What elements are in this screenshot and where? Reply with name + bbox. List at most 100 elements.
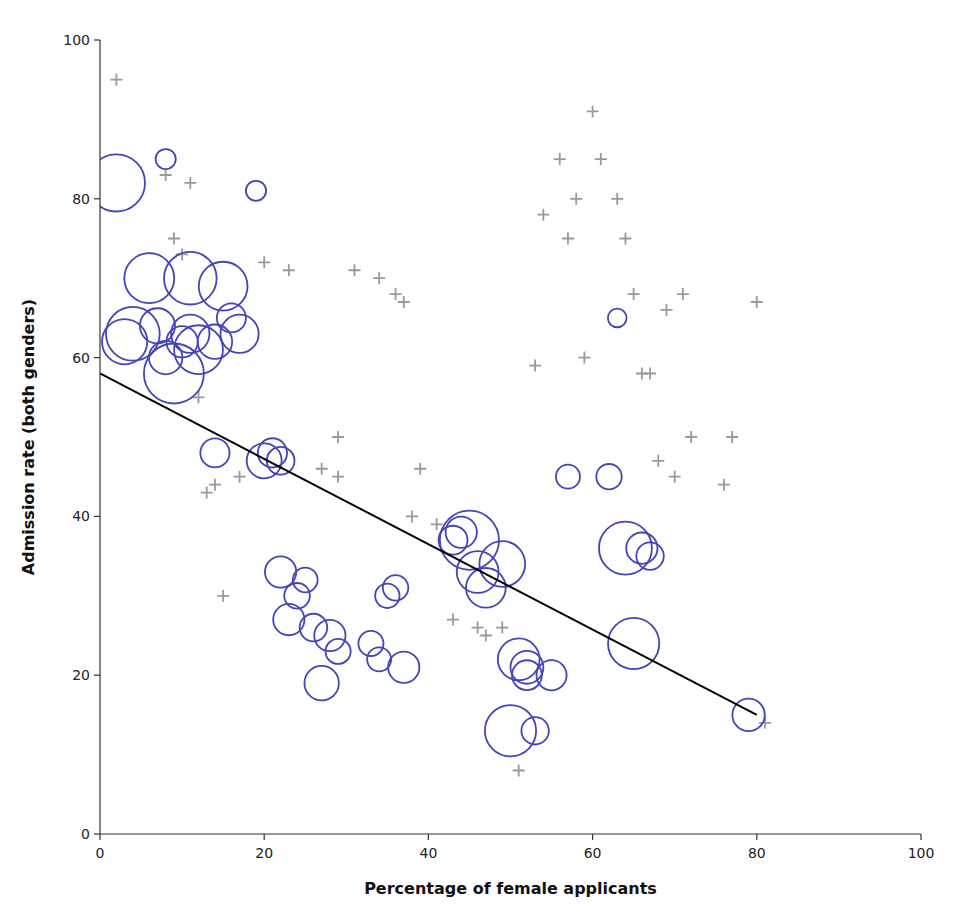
cross: [168, 233, 180, 245]
y-tick: [94, 198, 100, 199]
cross: [669, 471, 681, 483]
bubble: [304, 666, 338, 700]
bubble: [326, 639, 351, 664]
bubble: [198, 324, 232, 358]
bubble: [440, 511, 499, 570]
bubble: [626, 533, 657, 564]
bubble: [358, 631, 383, 656]
bubble: [636, 542, 663, 569]
bubble: [174, 325, 223, 374]
cross: [570, 193, 582, 205]
x-tick-label: 20: [255, 845, 273, 861]
bubble: [314, 620, 345, 651]
cross: [472, 622, 484, 634]
cross: [406, 510, 418, 522]
bubble: [439, 526, 468, 555]
x-tick-label: 100: [908, 845, 935, 861]
bubble: [284, 583, 310, 609]
x-tick-label: 40: [419, 845, 437, 861]
series: [100, 373, 757, 714]
regression-line: [100, 373, 757, 714]
cross: [431, 518, 443, 530]
y-tick: [94, 675, 100, 676]
cross: [537, 209, 549, 221]
cross: [390, 288, 402, 300]
bubble: [446, 517, 477, 548]
y-tick-label: 0: [81, 826, 90, 842]
cross: [110, 74, 122, 86]
bubble: [485, 705, 536, 756]
cross: [619, 233, 631, 245]
bubble: [156, 149, 176, 169]
bubble: [498, 638, 540, 680]
cross: [578, 352, 590, 364]
bubble: [140, 308, 175, 343]
series: [100, 149, 765, 756]
cross: [554, 153, 566, 165]
cross: [611, 193, 623, 205]
cross: [628, 288, 640, 300]
x-tick: [428, 834, 429, 840]
cross: [644, 367, 656, 379]
bubble: [512, 660, 542, 690]
bubble: [293, 568, 318, 593]
cross: [447, 614, 459, 626]
bubble: [220, 315, 258, 353]
y-tick-label: 100: [63, 32, 90, 48]
y-tick: [94, 516, 100, 517]
cross: [587, 105, 599, 117]
cross: [562, 233, 574, 245]
cross: [595, 153, 607, 165]
bubble: [536, 660, 566, 690]
cross: [349, 264, 361, 276]
cross: [677, 288, 689, 300]
x-tick: [264, 834, 265, 840]
cross: [496, 622, 508, 634]
x-axis-line: [100, 833, 921, 834]
plot-area: [100, 74, 771, 777]
bubble: [171, 315, 209, 353]
bubble: [124, 253, 174, 303]
chart: 020406080100020406080100Percentage of fe…: [0, 0, 961, 924]
y-tick-label: 80: [72, 191, 90, 207]
cross: [513, 764, 525, 776]
bubble: [388, 652, 419, 683]
y-tick: [94, 39, 100, 40]
cross: [316, 463, 328, 475]
y-tick-label: 40: [72, 508, 90, 524]
bubble: [479, 541, 525, 587]
cross: [193, 391, 205, 403]
cross: [398, 296, 410, 308]
bubble: [267, 447, 295, 475]
cross: [332, 431, 344, 443]
x-tick-label: 0: [96, 845, 105, 861]
y-axis-line: [99, 40, 100, 834]
x-tick-label: 60: [584, 845, 602, 861]
bubble: [383, 575, 408, 600]
x-tick: [756, 834, 757, 840]
y-tick: [94, 833, 100, 834]
cross: [217, 590, 229, 602]
bubble: [149, 341, 182, 374]
cross: [234, 471, 246, 483]
bubble: [732, 699, 764, 731]
cross: [529, 360, 541, 372]
cross: [414, 463, 426, 475]
bubble: [247, 443, 282, 478]
cross: [283, 264, 295, 276]
cross: [332, 471, 344, 483]
cross: [209, 479, 221, 491]
cross: [160, 169, 172, 181]
bubble: [265, 556, 296, 587]
cross: [652, 455, 664, 467]
y-tick-label: 60: [72, 350, 90, 366]
x-tick-label: 80: [748, 845, 766, 861]
axes: 020406080100020406080100: [63, 32, 934, 861]
x-tick: [920, 834, 921, 840]
cross: [685, 431, 697, 443]
cross: [660, 304, 672, 316]
cross: [751, 296, 763, 308]
bubble: [199, 262, 248, 311]
bubble: [521, 717, 548, 744]
cross: [373, 272, 385, 284]
